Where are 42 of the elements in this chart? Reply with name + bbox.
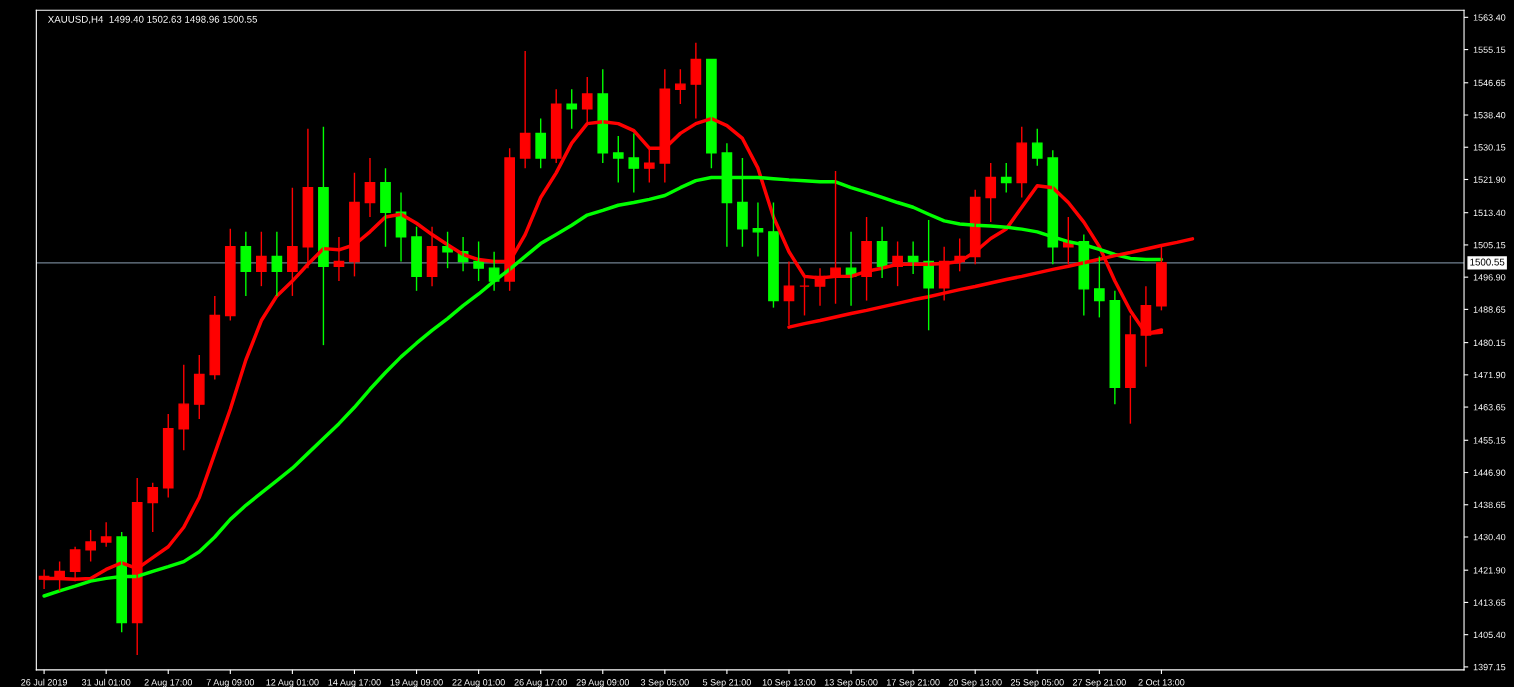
y-tick-label: 1421.90 <box>1473 567 1506 574</box>
x-tick-label: 5 Sep 21:00 <box>702 679 751 687</box>
y-tick-label: 1397.15 <box>1473 663 1506 671</box>
x-tick-label: 22 Aug 01:00 <box>452 679 505 687</box>
chart-title: XAUUSD,H4 1499.40 1502.63 1498.96 1500.55 <box>47 15 258 24</box>
y-tick-label: 1480.15 <box>1473 339 1506 346</box>
x-tick-label: 12 Aug 01:00 <box>266 679 319 687</box>
y-tick-label: 1413.65 <box>1473 599 1506 606</box>
x-tick-label: 31 Jul 01:00 <box>81 678 131 686</box>
y-tick-label: 1505.15 <box>1473 241 1506 249</box>
y-tick-label: 1430.40 <box>1473 533 1506 541</box>
ref-line-label: 1500.55 <box>1470 258 1505 266</box>
y-tick-label: 1455.15 <box>1473 437 1506 444</box>
x-tick-label: 2 Aug 17:00 <box>144 679 192 687</box>
x-tick-label: 19 Aug 09:00 <box>390 679 443 687</box>
x-tick-label: 29 Aug 09:00 <box>576 679 630 687</box>
x-tick-label: 7 Aug 09:00 <box>206 679 255 687</box>
y-tick-label: 1405.40 <box>1473 631 1506 639</box>
x-tick-label: 13 Sep 05:00 <box>824 679 878 687</box>
y-tick-label: 1496.90 <box>1473 274 1506 281</box>
y-tick-label: 1446.90 <box>1473 469 1506 476</box>
y-tick-label: 1538.40 <box>1473 111 1506 119</box>
y-tick-label: 1513.40 <box>1473 209 1506 217</box>
x-tick-label: 27 Sep 21:00 <box>1072 679 1126 687</box>
y-tick-label: 1555.15 <box>1473 46 1506 53</box>
x-tick-label: 25 Sep 05:00 <box>1010 679 1064 687</box>
y-tick-label: 1530.15 <box>1473 144 1506 151</box>
y-tick-label: 1463.65 <box>1473 404 1506 411</box>
x-tick-label: 10 Sep 13:00 <box>762 679 816 687</box>
x-tick-label: 3 Sep 05:00 <box>640 679 689 687</box>
x-tick-label: 2 Oct 13:00 <box>1138 679 1185 686</box>
y-tick-label: 1521.90 <box>1473 176 1506 183</box>
y-tick-label: 1546.65 <box>1473 79 1506 87</box>
y-tick-label: 1471.90 <box>1473 371 1506 379</box>
y-tick-label: 1438.65 <box>1473 501 1506 509</box>
x-tick-label: 20 Sep 13:00 <box>948 679 1002 687</box>
y-tick-label: 1563.40 <box>1473 14 1506 21</box>
x-tick-label: 14 Aug 17:00 <box>328 679 381 687</box>
x-tick-label: 26 Aug 17:00 <box>514 679 567 687</box>
x-tick-label: 26 Jul 2019 <box>21 678 68 686</box>
x-tick-label: 17 Sep 21:00 <box>886 679 940 687</box>
y-tick-label: 1488.65 <box>1473 306 1506 313</box>
